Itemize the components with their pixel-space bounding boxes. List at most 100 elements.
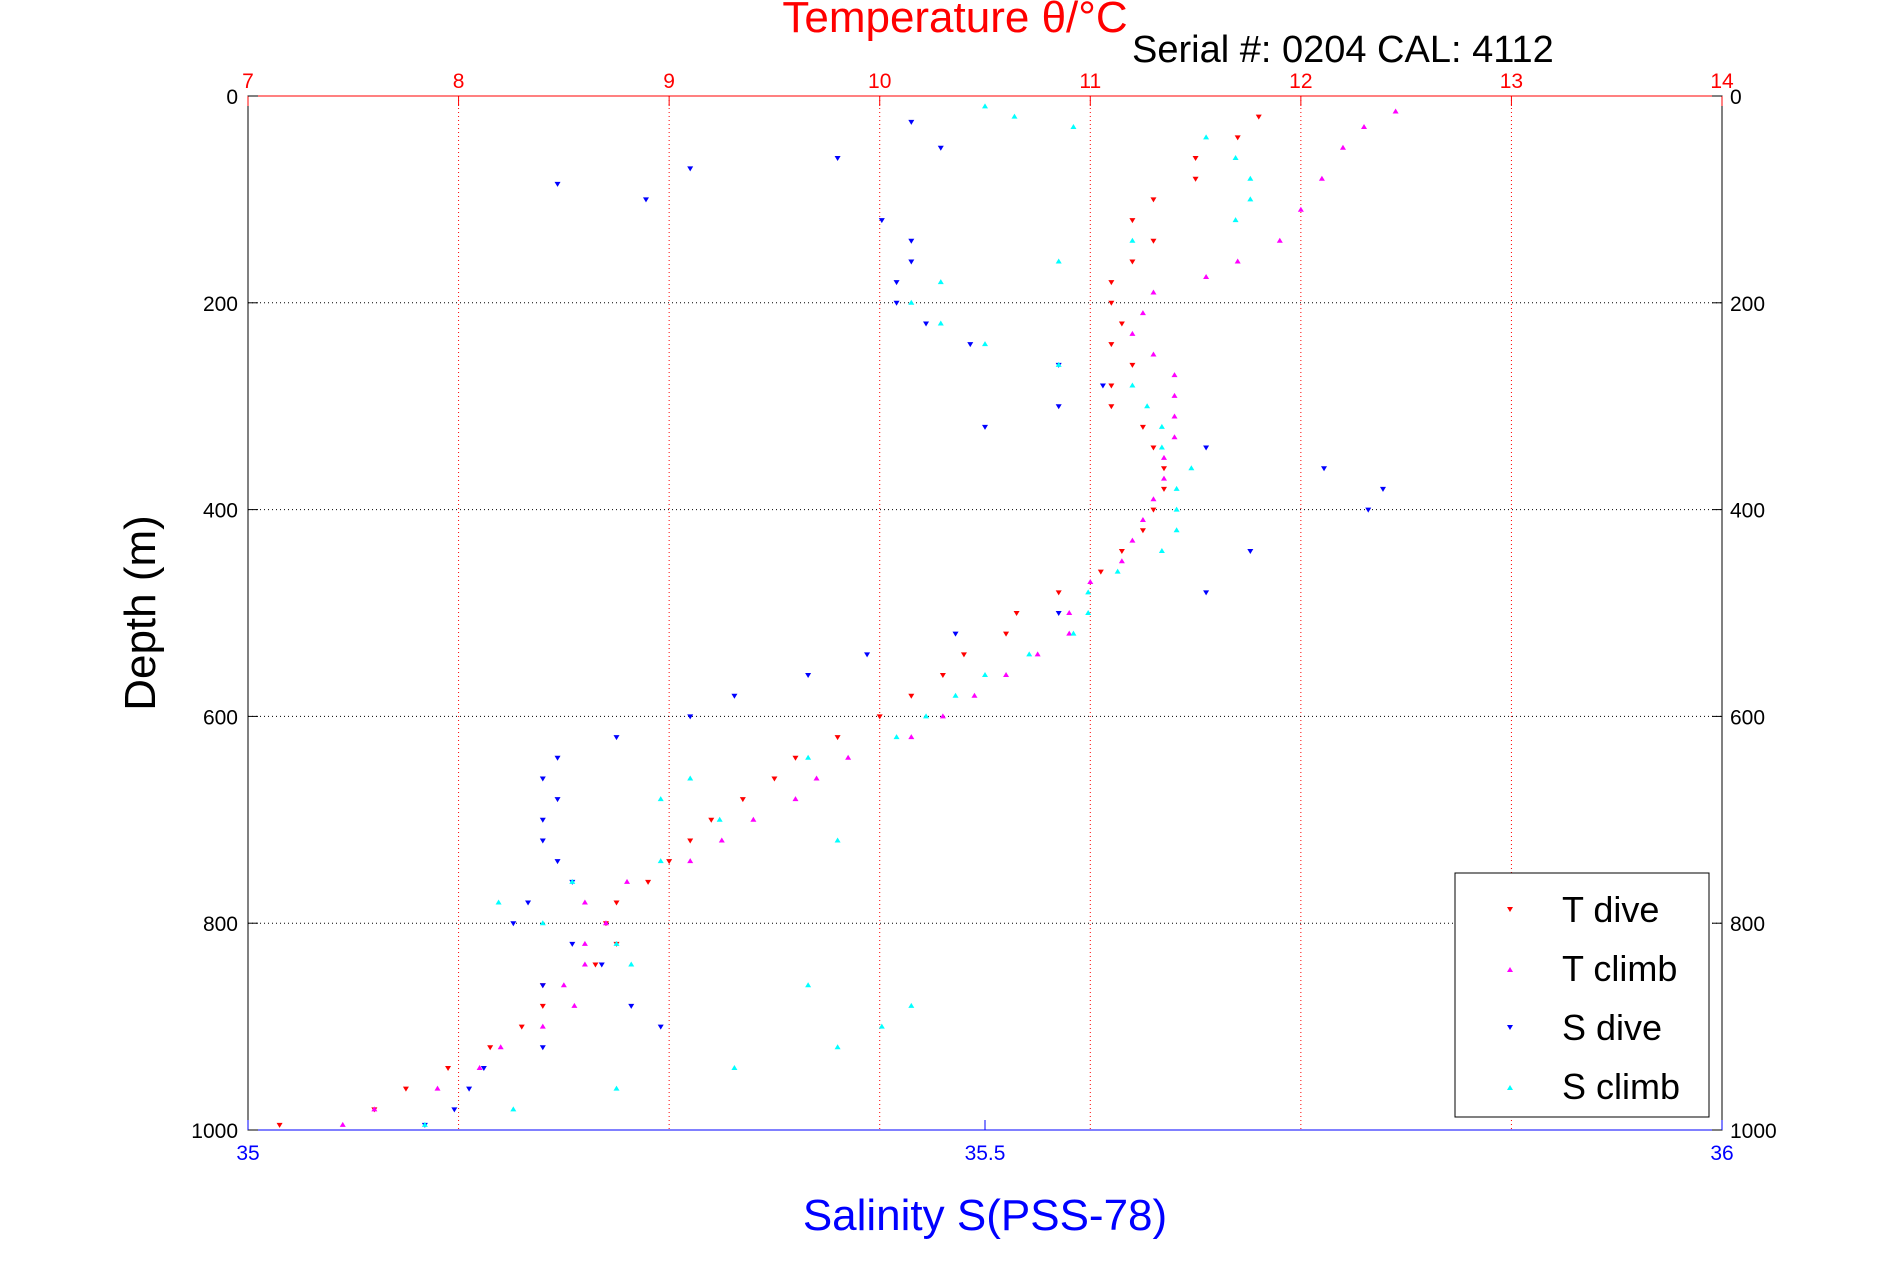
- data-point: [1247, 175, 1254, 181]
- data-point: [1247, 196, 1254, 202]
- data-point: [624, 878, 631, 884]
- salinity-tick-label: 36: [1710, 1142, 1733, 1165]
- data-point: [510, 1106, 517, 1112]
- data-point: [1055, 361, 1062, 367]
- depth-tick-label-left: 400: [203, 500, 238, 523]
- data-point: [937, 279, 944, 285]
- data-point: [554, 755, 561, 761]
- data-point: [834, 735, 841, 741]
- temperature-tick-label: 11: [1079, 70, 1101, 93]
- data-point: [1129, 362, 1136, 368]
- data-point: [1158, 423, 1165, 429]
- data-point: [1150, 197, 1157, 203]
- data-point: [908, 299, 915, 305]
- depth-tick-label-right: 1000: [1730, 1120, 1777, 1143]
- data-point: [1034, 651, 1041, 657]
- data-point: [1150, 289, 1157, 295]
- data-point: [1321, 466, 1328, 472]
- data-point: [495, 899, 502, 905]
- data-point: [1108, 383, 1115, 389]
- data-point: [1158, 547, 1165, 553]
- depth-tick-label-right: 400: [1730, 500, 1765, 523]
- data-point: [1158, 444, 1165, 450]
- data-point: [1070, 124, 1077, 130]
- depth-tick-label-right: 800: [1730, 913, 1765, 936]
- data-point: [805, 673, 812, 679]
- legend-marker-s-dive: [1507, 1025, 1513, 1030]
- data-point: [982, 103, 988, 109]
- data-point: [1085, 589, 1092, 595]
- data-point: [923, 321, 930, 327]
- data-point: [613, 900, 620, 906]
- data-point: [739, 797, 746, 803]
- data-point: [1160, 475, 1167, 481]
- legend-entry-t-dive: T dive: [1507, 889, 1659, 930]
- data-point: [598, 962, 605, 968]
- data-point: [687, 166, 694, 172]
- temperature-tick-label: 8: [453, 70, 465, 93]
- data-point: [539, 983, 546, 989]
- data-point: [792, 796, 799, 802]
- data-point: [1160, 454, 1167, 460]
- data-point: [539, 776, 546, 782]
- salinity-tick-label: 35.5: [965, 1142, 1006, 1165]
- depth-tick-label-right: 200: [1730, 293, 1765, 316]
- data-point: [923, 713, 930, 719]
- data-point: [1003, 631, 1010, 637]
- data-point: [569, 941, 576, 947]
- serial-label: Serial #: 0204 CAL: 4112: [1132, 29, 1554, 71]
- data-point: [480, 1065, 487, 1071]
- data-point: [771, 776, 778, 782]
- data-point: [434, 1085, 441, 1091]
- data-point: [805, 982, 812, 988]
- tick-marks: [247, 95, 1723, 1131]
- data-point: [687, 714, 694, 720]
- data-point: [1055, 611, 1062, 616]
- data-point: [1070, 630, 1077, 636]
- data-point: [1297, 206, 1304, 212]
- data-point: [982, 672, 988, 678]
- data-point: [1203, 134, 1210, 140]
- depth-tick-label-left: 0: [226, 86, 238, 109]
- data-point: [581, 899, 588, 905]
- data-point: [592, 962, 599, 968]
- data-point: [1108, 342, 1115, 348]
- data-point: [1129, 218, 1136, 224]
- data-point: [1108, 300, 1115, 306]
- data-point: [539, 838, 546, 844]
- data-point: [1129, 330, 1136, 336]
- data-point: [1203, 273, 1210, 279]
- data-point: [1171, 434, 1178, 440]
- data-point: [1129, 537, 1136, 543]
- data-point: [1150, 445, 1157, 451]
- salinity-tick-label: 35: [236, 1142, 259, 1165]
- data-point: [645, 879, 652, 885]
- data-point: [1026, 651, 1033, 657]
- data-point: [908, 259, 915, 265]
- data-point: [1150, 238, 1157, 244]
- data-point: [952, 692, 959, 698]
- depth-tick-label-right: 600: [1730, 706, 1765, 729]
- temperature-tick-label: 12: [1289, 70, 1312, 93]
- legend: T dive T climb S dive S climb: [1454, 872, 1710, 1118]
- data-point: [731, 1064, 738, 1070]
- data-point: [628, 1003, 635, 1009]
- data-point: [939, 713, 946, 719]
- data-point: [1339, 144, 1346, 150]
- data-point: [1171, 372, 1178, 378]
- data-point: [276, 1122, 283, 1128]
- data-point: [908, 734, 915, 740]
- data-point: [539, 817, 546, 823]
- data-point: [554, 859, 561, 865]
- data-point: [1192, 176, 1199, 182]
- data-point: [908, 693, 915, 699]
- data-point: [1365, 507, 1372, 513]
- data-point: [525, 900, 532, 906]
- data-point: [581, 961, 588, 967]
- data-point: [451, 1107, 458, 1113]
- data-point: [982, 424, 988, 430]
- data-point: [1173, 527, 1180, 533]
- data-point: [893, 734, 900, 740]
- data-point: [1171, 392, 1178, 398]
